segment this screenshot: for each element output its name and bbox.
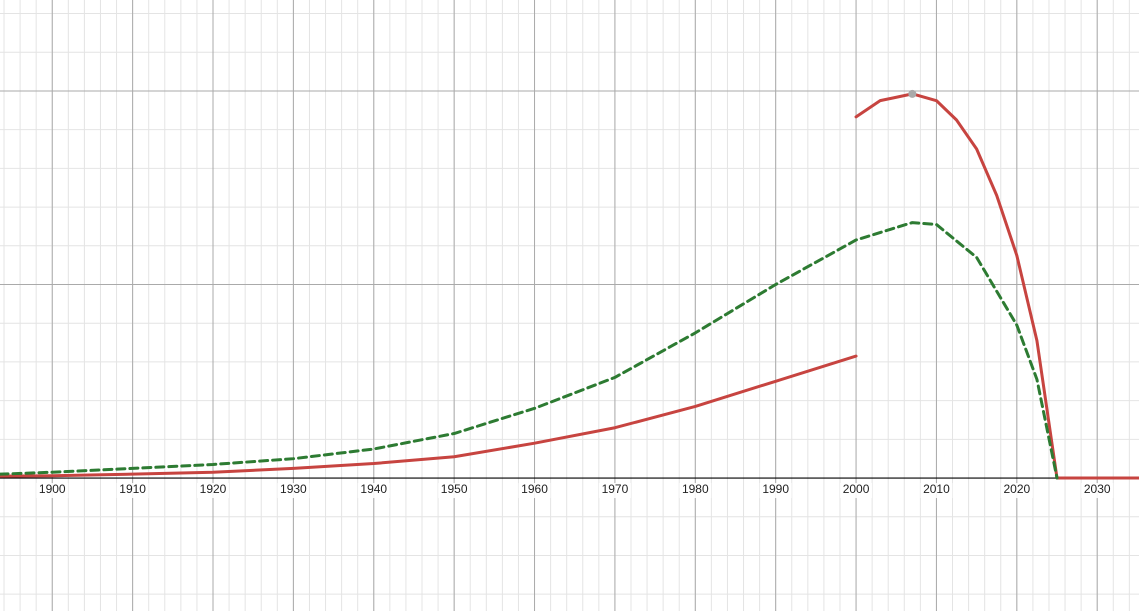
x-tick-label: 1910 [119,482,146,496]
x-tick-label: 2010 [923,482,950,496]
curve [0,354,858,478]
x-tick-label-bg [840,483,873,499]
x-tick-label-bg [438,483,471,499]
x-tick-label: 1920 [200,482,227,496]
curve [0,221,1059,480]
x-tick-label-bg [920,483,953,499]
x-tick-label: 2020 [1003,482,1030,496]
x-tick-label: 2000 [843,482,870,496]
x-tick-label-bg [36,483,69,499]
x-tick-label-bg [116,483,149,499]
x-tick-label: 1940 [360,482,387,496]
x-tick-label-bg [1081,483,1114,499]
x-tick-label-bg [197,483,230,499]
x-tick-label: 2030 [1084,482,1111,496]
x-tick-label: 1950 [441,482,468,496]
point [908,89,917,98]
x-tick-label-bg [759,483,792,499]
x-tick-label-bg [1000,483,1033,499]
x-tick-label-bg [357,483,390,499]
x-tick-label: 1960 [521,482,548,496]
x-tick-label: 1980 [682,482,709,496]
x-tick-label-bg [518,483,551,499]
x-tick-label: 1990 [762,482,789,496]
x-tick-label: 1930 [280,482,307,496]
x-tick-label-bg [598,483,631,499]
x-tick-label-bg [277,483,310,499]
x-tick-label: 1970 [602,482,629,496]
curve [854,92,1139,480]
x-tick-label: 1900 [39,482,66,496]
x-tick-label-bg [679,483,712,499]
